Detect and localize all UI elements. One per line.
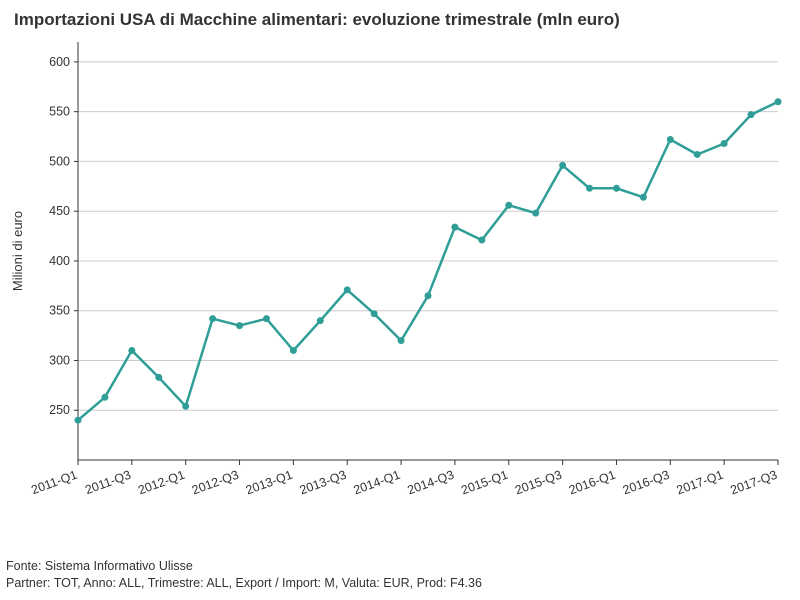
svg-text:250: 250 (49, 403, 70, 417)
chart-title: Importazioni USA di Macchine alimentari:… (0, 0, 800, 34)
svg-text:500: 500 (49, 154, 70, 168)
footer-source: Fonte: Sistema Informativo Ulisse (6, 558, 482, 575)
svg-text:400: 400 (49, 254, 70, 268)
chart-area: 2503003504004505005506002011-Q12011-Q320… (0, 36, 800, 536)
chart-footer: Fonte: Sistema Informativo Ulisse Partne… (6, 558, 482, 592)
svg-text:550: 550 (49, 105, 70, 119)
svg-text:350: 350 (49, 304, 70, 318)
footer-params: Partner: TOT, Anno: ALL, Trimestre: ALL,… (6, 575, 482, 592)
svg-text:600: 600 (49, 55, 70, 69)
svg-text:Milioni di euro: Milioni di euro (10, 211, 25, 291)
svg-text:300: 300 (49, 353, 70, 367)
svg-text:450: 450 (49, 204, 70, 218)
line-chart-svg: 2503003504004505005506002011-Q12011-Q320… (0, 36, 800, 536)
